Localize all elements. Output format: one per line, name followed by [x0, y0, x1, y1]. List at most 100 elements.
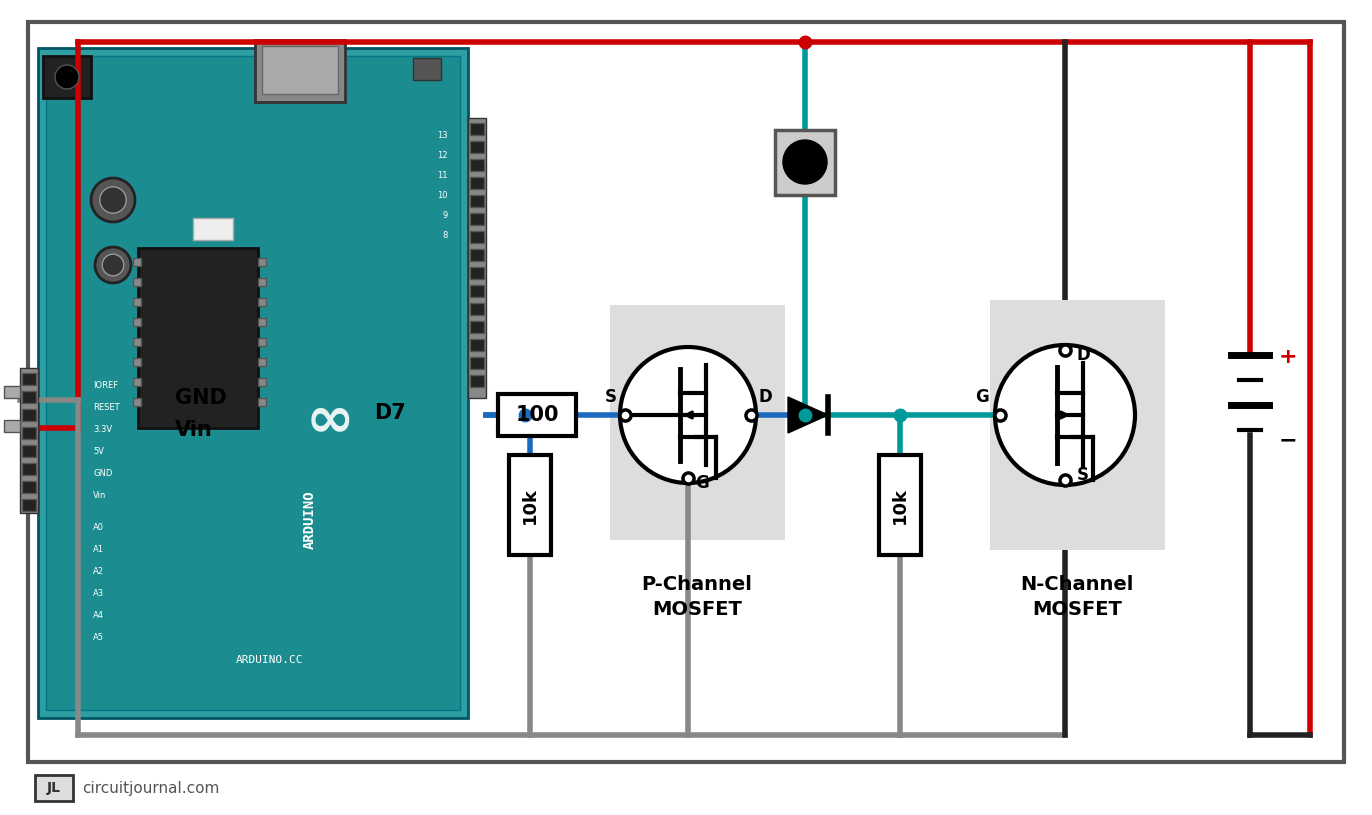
Bar — [471, 141, 484, 153]
Bar — [413, 58, 440, 80]
Bar — [471, 303, 484, 315]
Bar — [471, 159, 484, 171]
Bar — [262, 46, 338, 94]
Text: 5V: 5V — [93, 447, 104, 456]
Bar — [43, 56, 91, 98]
Circle shape — [620, 347, 756, 483]
Bar — [471, 285, 484, 297]
Bar — [468, 118, 486, 398]
Bar — [22, 427, 36, 439]
Bar — [471, 123, 484, 135]
Text: D: D — [759, 388, 772, 406]
Bar — [22, 391, 36, 403]
Text: A4: A4 — [93, 611, 104, 620]
Bar — [255, 40, 344, 102]
Text: JL: JL — [47, 781, 60, 795]
Text: A3: A3 — [93, 589, 104, 598]
Text: Vin: Vin — [93, 491, 107, 500]
Bar — [471, 339, 484, 351]
Text: D: D — [1076, 346, 1089, 364]
Text: A0: A0 — [93, 523, 104, 532]
Bar — [38, 48, 468, 718]
Text: 100: 100 — [516, 405, 558, 425]
Text: S: S — [1077, 466, 1089, 484]
Circle shape — [783, 140, 827, 184]
Text: 12: 12 — [438, 152, 449, 161]
Bar — [133, 378, 141, 386]
Bar — [22, 481, 36, 493]
Text: 10: 10 — [438, 192, 449, 200]
Text: 9: 9 — [443, 212, 449, 221]
Bar — [471, 375, 484, 387]
Bar — [471, 177, 484, 189]
Bar — [22, 445, 36, 457]
Bar — [258, 378, 266, 386]
Bar — [133, 298, 141, 306]
Text: ARDUINO: ARDUINO — [303, 491, 317, 549]
Bar — [258, 298, 266, 306]
Text: 11: 11 — [438, 171, 449, 180]
Bar — [471, 213, 484, 225]
Text: 8: 8 — [443, 231, 449, 240]
Circle shape — [91, 178, 134, 222]
Text: G: G — [975, 388, 989, 406]
Text: A1: A1 — [93, 545, 104, 554]
Bar — [509, 455, 552, 555]
Bar — [47, 56, 460, 710]
Text: −: − — [1279, 430, 1298, 450]
Bar — [133, 278, 141, 286]
Text: GND: GND — [93, 469, 113, 478]
Text: S: S — [605, 388, 617, 406]
Bar — [133, 358, 141, 366]
Bar — [471, 231, 484, 243]
Text: ARDUINO.CC: ARDUINO.CC — [236, 655, 303, 665]
Bar — [775, 130, 836, 195]
Bar — [471, 321, 484, 333]
Bar — [22, 373, 36, 385]
Circle shape — [95, 247, 130, 283]
Bar — [133, 318, 141, 326]
Bar — [22, 463, 36, 475]
Text: 3.3V: 3.3V — [93, 425, 113, 434]
Bar — [611, 305, 785, 540]
Text: 13: 13 — [438, 131, 449, 140]
Text: IOREF: IOREF — [93, 381, 118, 390]
Bar — [133, 338, 141, 346]
Bar — [258, 258, 266, 266]
Bar — [471, 357, 484, 369]
Text: circuitjournal.com: circuitjournal.com — [82, 781, 220, 795]
Text: Vin: Vin — [176, 420, 213, 440]
Bar — [258, 358, 266, 366]
Bar — [22, 499, 36, 511]
Text: N-Channel
MOSFET: N-Channel MOSFET — [1021, 575, 1133, 619]
Bar — [133, 258, 141, 266]
Bar — [21, 368, 38, 513]
Circle shape — [55, 65, 80, 89]
Text: A2: A2 — [93, 567, 104, 576]
Text: ∞: ∞ — [306, 391, 354, 448]
Text: A5: A5 — [93, 633, 104, 642]
Bar — [193, 218, 233, 240]
Bar — [471, 267, 484, 279]
Bar — [498, 394, 576, 436]
Text: G: G — [696, 474, 709, 492]
Bar — [133, 398, 141, 406]
Text: GND: GND — [176, 388, 226, 408]
Polygon shape — [788, 397, 827, 433]
Bar — [471, 249, 484, 261]
Bar — [258, 318, 266, 326]
Bar — [36, 775, 73, 801]
Bar — [991, 300, 1165, 550]
Circle shape — [102, 254, 123, 275]
Bar — [879, 455, 921, 555]
Bar — [471, 195, 484, 207]
Circle shape — [100, 187, 126, 214]
Bar — [22, 409, 36, 421]
Text: D7: D7 — [375, 403, 406, 423]
Text: P-Channel
MOSFET: P-Channel MOSFET — [642, 575, 752, 619]
Bar — [258, 338, 266, 346]
Bar — [258, 398, 266, 406]
Circle shape — [995, 345, 1135, 485]
Bar — [4, 420, 21, 432]
Text: 10k: 10k — [890, 487, 910, 523]
